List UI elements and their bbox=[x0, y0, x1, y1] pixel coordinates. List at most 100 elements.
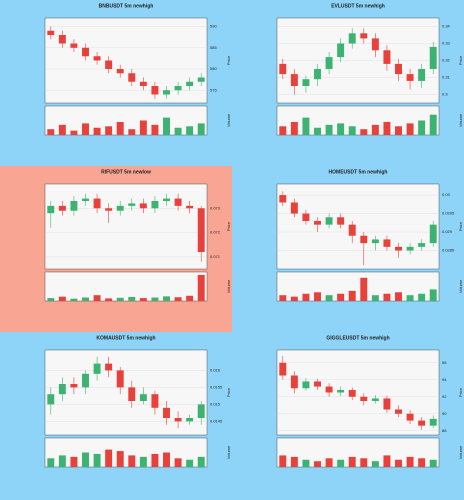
candle-body bbox=[82, 373, 89, 388]
candle-body bbox=[58, 35, 66, 44]
candle-body bbox=[348, 224, 356, 236]
volume-bar bbox=[279, 126, 287, 135]
volume-bar bbox=[116, 297, 124, 301]
candle-body bbox=[186, 81, 194, 86]
chart-title: GIGGLEUSDT 5m newhigh bbox=[326, 335, 389, 341]
candle-body bbox=[47, 30, 55, 35]
volume-bar bbox=[186, 459, 194, 467]
volume-bar bbox=[82, 452, 89, 467]
candle-body bbox=[186, 418, 194, 422]
candle-body bbox=[279, 63, 287, 75]
y-tick-label: 0.015 bbox=[210, 401, 221, 406]
volume-bar bbox=[58, 296, 66, 301]
volume-bar bbox=[197, 123, 205, 135]
volume-plot bbox=[44, 105, 208, 136]
y-tick-label: 0.0155 bbox=[210, 384, 223, 389]
candle-body bbox=[116, 370, 124, 388]
volume-bar bbox=[93, 127, 101, 135]
volume-bar bbox=[429, 289, 437, 301]
y-tick-label: 0.0285 bbox=[442, 248, 455, 253]
volume-bar bbox=[47, 458, 55, 467]
y-tick-label: 590 bbox=[210, 24, 217, 29]
volume-bar bbox=[371, 124, 379, 135]
candle-body bbox=[128, 73, 136, 82]
candle-body bbox=[360, 235, 368, 244]
candle-body bbox=[325, 386, 333, 393]
candle-body bbox=[314, 69, 321, 80]
volume-bar bbox=[186, 295, 194, 301]
y-tick-label: 96 bbox=[442, 360, 447, 365]
candle-body bbox=[325, 217, 333, 225]
volume-bar bbox=[290, 121, 298, 135]
candle-body bbox=[302, 79, 310, 86]
candle-body bbox=[197, 208, 205, 252]
candle-body bbox=[197, 404, 205, 418]
volume-bar bbox=[290, 296, 298, 301]
chart-title: BNBUSDT 5m newhigh bbox=[99, 3, 154, 9]
y-axis-label: Price bbox=[226, 55, 231, 65]
volume-bar bbox=[383, 121, 391, 135]
y-tick-label: 0.071 bbox=[210, 254, 221, 259]
candle-body bbox=[279, 362, 287, 376]
candle-body bbox=[70, 43, 78, 48]
volume-bar bbox=[406, 295, 414, 301]
y-axis-label: Price bbox=[458, 387, 463, 397]
candle-body bbox=[406, 413, 414, 421]
chart-title: EVLUSDT 5m newhigh bbox=[331, 3, 385, 9]
volume-bar bbox=[314, 127, 321, 135]
volume-plot bbox=[44, 271, 208, 302]
candle-body bbox=[174, 198, 182, 206]
y-tick-label: 0.33 bbox=[442, 41, 451, 46]
candle-body bbox=[418, 420, 426, 426]
y-tick-label: 0.34 bbox=[442, 24, 451, 29]
volume-bar bbox=[337, 459, 345, 467]
price-plot bbox=[44, 183, 208, 270]
candle-body bbox=[406, 246, 414, 251]
candle-body bbox=[70, 201, 78, 211]
candle-body bbox=[105, 208, 113, 211]
volume-bar bbox=[371, 461, 379, 467]
candle-body bbox=[174, 418, 182, 422]
candle-body bbox=[58, 205, 66, 211]
volume-bar bbox=[290, 456, 298, 467]
volume-plot bbox=[276, 271, 440, 302]
candle-body bbox=[47, 394, 55, 405]
candle-body bbox=[429, 418, 437, 426]
y-tick-label: 0.3 bbox=[442, 92, 448, 97]
volume-bar bbox=[139, 120, 147, 135]
volume-bar bbox=[128, 296, 136, 301]
candle-body bbox=[93, 56, 101, 61]
y-axis-label: Price bbox=[226, 221, 231, 231]
volume-axis-label: Volume bbox=[226, 445, 231, 459]
volume-bar bbox=[314, 461, 321, 467]
candle-body bbox=[337, 389, 345, 393]
candle-body bbox=[290, 375, 298, 389]
volume-bar bbox=[337, 293, 345, 301]
volume-bar bbox=[302, 117, 310, 135]
volume-bar bbox=[47, 129, 55, 135]
y-tick-label: 0.072 bbox=[210, 230, 221, 235]
volume-bar bbox=[395, 459, 402, 467]
candle-body bbox=[116, 69, 124, 74]
candle-body bbox=[82, 198, 89, 201]
candle-body bbox=[302, 381, 310, 389]
volume-bar bbox=[186, 126, 194, 135]
candle-body bbox=[314, 220, 321, 225]
candle-body bbox=[47, 205, 55, 214]
volume-bar bbox=[128, 455, 136, 467]
volume-bar bbox=[337, 123, 345, 135]
volume-axis-label: Volume bbox=[458, 279, 463, 293]
candle-body bbox=[139, 203, 147, 209]
volume-bar bbox=[395, 292, 402, 301]
volume-bar bbox=[174, 297, 182, 301]
volume-bar bbox=[406, 456, 414, 467]
candle-body bbox=[174, 86, 182, 91]
candle-body bbox=[151, 201, 159, 209]
candle-body bbox=[418, 243, 426, 247]
volume-bar bbox=[128, 129, 136, 135]
volume-bar bbox=[47, 298, 55, 301]
candle-body bbox=[279, 195, 287, 203]
volume-axis-label: Volume bbox=[226, 113, 231, 127]
candle-body bbox=[93, 198, 101, 209]
volume-plot bbox=[44, 437, 208, 468]
